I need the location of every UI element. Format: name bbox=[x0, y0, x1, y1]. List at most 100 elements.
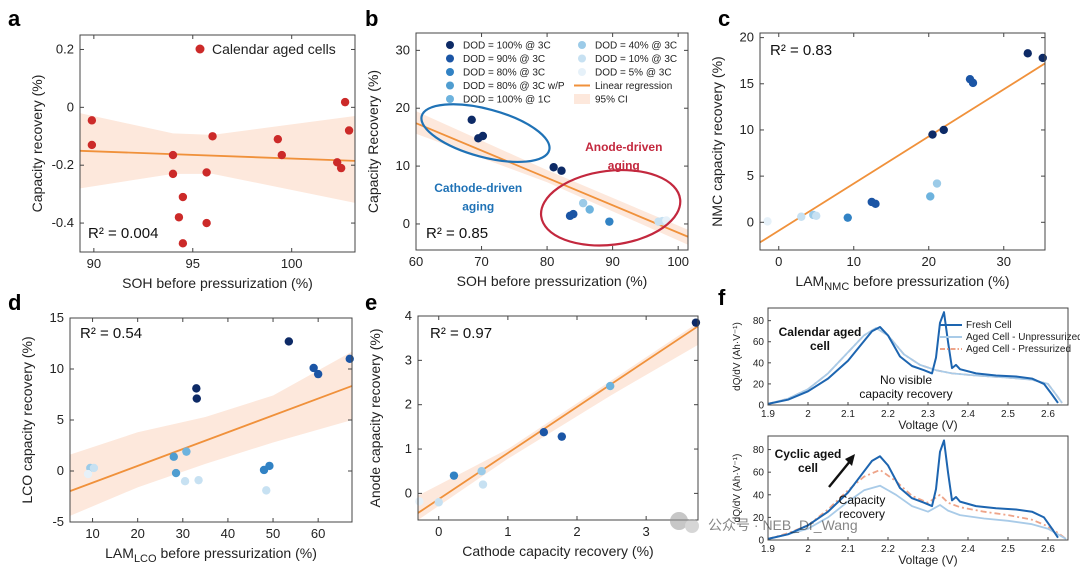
x-tick-label: 20 bbox=[922, 254, 936, 269]
y-axis-label: Capacity recovery (%) bbox=[29, 75, 45, 213]
axes-frame bbox=[415, 32, 689, 251]
data-point bbox=[926, 192, 935, 201]
data-point bbox=[968, 78, 978, 88]
y-tick-label: 20 bbox=[753, 379, 765, 390]
y-tick-label: 15 bbox=[740, 76, 754, 91]
regression-line bbox=[416, 122, 688, 238]
regression-line bbox=[70, 385, 352, 492]
data-point bbox=[557, 432, 567, 441]
dqdv-top: 1.9 2 2.1 2.2 2.3 2.4 2.5 2.6 0 20 40 60 80 Voltage (… bbox=[732, 307, 1080, 432]
data-point bbox=[932, 179, 942, 188]
x-tick-label: 2.5 bbox=[1001, 409, 1015, 420]
data-point bbox=[539, 427, 549, 437]
x-tick-label: 1 bbox=[504, 524, 511, 539]
data-point bbox=[477, 467, 486, 476]
plot-area-b bbox=[416, 111, 688, 245]
axes-frame bbox=[767, 435, 1069, 541]
legend-marker bbox=[574, 94, 590, 104]
legend-label: Aged Cell - Unpressurized bbox=[966, 332, 1080, 343]
data-point bbox=[194, 475, 203, 485]
regression-line bbox=[760, 62, 1045, 244]
data-point bbox=[87, 140, 97, 150]
legend-marker bbox=[195, 44, 205, 54]
y-tick-label: 10 bbox=[740, 122, 754, 137]
x-tick-label: 2.2 bbox=[881, 544, 895, 555]
ci-band bbox=[418, 322, 698, 520]
data-point bbox=[871, 199, 880, 209]
y-tick-label: 80 bbox=[753, 445, 765, 456]
x-tick-label: 1.9 bbox=[761, 544, 775, 555]
wechat-icon bbox=[685, 519, 699, 533]
y-tick-label: 20 bbox=[753, 513, 765, 524]
x-tick-label: 60 bbox=[409, 254, 423, 269]
data-point bbox=[192, 394, 201, 403]
ci-band bbox=[80, 113, 355, 203]
data-point bbox=[1038, 53, 1047, 63]
x-tick-label: 2.6 bbox=[1041, 409, 1055, 420]
data-point bbox=[478, 131, 488, 141]
data-point bbox=[434, 498, 443, 507]
data-point bbox=[178, 239, 188, 248]
regression-line bbox=[80, 149, 355, 162]
y-tick-label: 10 bbox=[396, 158, 410, 173]
x-tick-label: 2 bbox=[805, 409, 811, 420]
x-tick-label: 2.4 bbox=[961, 409, 975, 420]
data-point bbox=[284, 337, 294, 346]
data-point bbox=[169, 452, 178, 461]
plot-area-e bbox=[418, 322, 698, 520]
legend-label: Fresh Cell bbox=[966, 320, 1012, 331]
data-point bbox=[763, 217, 772, 226]
panel-e: 0 1 2 3 0 1 2 3 4 Cathode capacity recovery (%) An… bbox=[365, 290, 701, 559]
axes-frame bbox=[759, 32, 1046, 251]
x-tick-label: 2.2 bbox=[881, 409, 895, 420]
data-point bbox=[557, 166, 566, 175]
x-tick-label: 2.1 bbox=[841, 409, 855, 420]
data-point bbox=[812, 211, 821, 221]
data-point bbox=[467, 115, 476, 125]
data-point bbox=[168, 150, 178, 160]
data-point bbox=[344, 126, 354, 135]
data-point bbox=[309, 363, 318, 373]
y-tick-label: -5 bbox=[52, 514, 64, 529]
r-squared-label: R² = 0.83 bbox=[770, 42, 832, 59]
r-squared-label: R² = 0.85 bbox=[426, 225, 488, 242]
x-axis-label: Voltage (V) bbox=[898, 553, 957, 567]
legend-marker bbox=[578, 41, 586, 49]
panel-d: 10 20 30 40 50 60 -5 0 5 10 15 LAMLCO before pressu… bbox=[8, 290, 354, 565]
series-line bbox=[767, 439, 1059, 540]
x-tick-label: 10 bbox=[85, 526, 99, 541]
y-tick-label: 2 bbox=[405, 397, 412, 412]
x-tick-label: 2 bbox=[573, 524, 580, 539]
y-axis-label: LCO capacity recovery (%) bbox=[19, 336, 35, 503]
legend-label: DOD = 90% @ 3C bbox=[463, 54, 545, 65]
data-point bbox=[273, 134, 283, 144]
data-point bbox=[202, 168, 211, 177]
legend-marker bbox=[578, 54, 586, 63]
y-tick-label: 0.2 bbox=[56, 41, 74, 56]
data-point bbox=[605, 381, 615, 391]
anode-ellipse bbox=[539, 168, 682, 247]
axes-frame bbox=[417, 315, 699, 521]
legend-label: DOD = 5% @ 3C bbox=[595, 68, 672, 79]
y-tick-label: 5 bbox=[57, 412, 64, 427]
cathode-ellipse bbox=[420, 103, 551, 164]
legend-marker bbox=[446, 68, 454, 76]
data-point bbox=[336, 163, 346, 173]
legend-label: Aged Cell - Pressurized bbox=[966, 344, 1071, 355]
panel-label: f bbox=[718, 285, 726, 310]
data-point bbox=[265, 461, 274, 471]
x-tick-label: 2 bbox=[805, 544, 811, 555]
axes-frame bbox=[79, 34, 356, 253]
data-point bbox=[89, 463, 99, 473]
legend-marker bbox=[446, 54, 454, 63]
panel-label: b bbox=[365, 6, 378, 31]
legend-label: DOD = 80% @ 3C bbox=[463, 68, 545, 79]
x-tick-label: 2.1 bbox=[841, 544, 855, 555]
x-tick-label: 2.3 bbox=[921, 544, 935, 555]
data-point bbox=[345, 354, 354, 363]
data-point bbox=[585, 205, 594, 214]
data-point bbox=[578, 198, 588, 208]
y-tick-label: 0 bbox=[405, 485, 412, 500]
data-point bbox=[178, 192, 188, 202]
ci-band bbox=[416, 111, 688, 245]
